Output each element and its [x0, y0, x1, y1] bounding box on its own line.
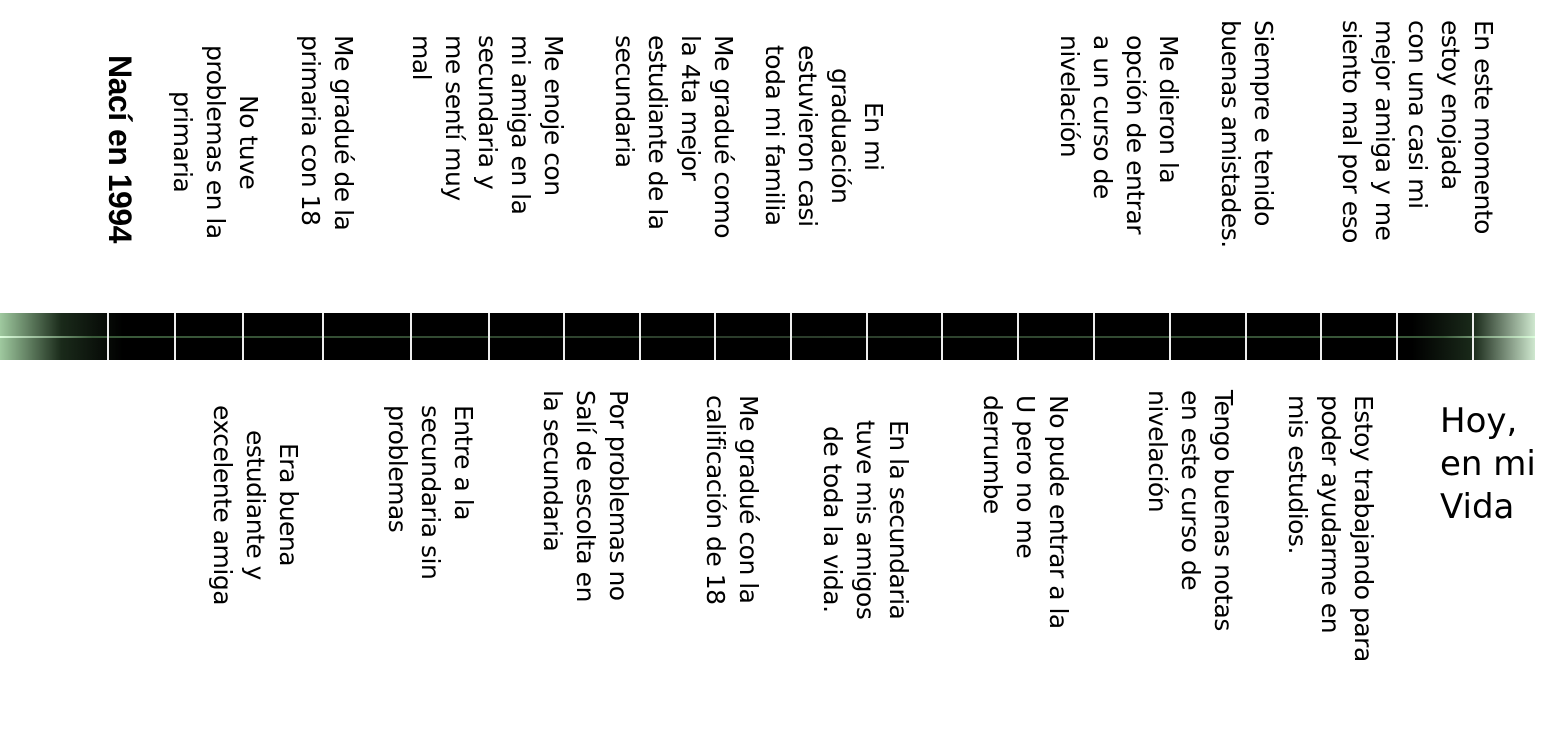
timeline-line	[0, 336, 1535, 338]
timeline-divider	[488, 313, 490, 360]
timeline-divider	[1245, 313, 1247, 360]
event-text: Entre a la secundaria sin problemas	[383, 405, 478, 580]
event-text: En este momento estoy enojada con una ca…	[1337, 20, 1498, 243]
timeline-divider	[1093, 313, 1095, 360]
timeline-divider	[1396, 313, 1398, 360]
timeline-divider	[242, 313, 244, 360]
birth-text: Nací en 1994	[102, 55, 138, 243]
timeline-bar	[0, 313, 1535, 360]
event-text: Me gradué con la calificación de 18	[701, 395, 763, 605]
event-text: Estoy trabajando para poder ayudarme en …	[1283, 395, 1378, 662]
timeline-divider	[866, 313, 868, 360]
event-text: En mi graduación estuvieron casi toda mi…	[760, 45, 888, 227]
event-text: Me enoje con mi amiga en la secundaria y…	[407, 35, 568, 215]
event-text: Era buena estudiante y excelente amiga	[208, 405, 303, 606]
timeline-divider	[790, 313, 792, 360]
timeline-divider	[1169, 313, 1171, 360]
timeline-divider	[941, 313, 943, 360]
timeline-divider	[322, 313, 324, 360]
timeline-divider	[174, 313, 176, 360]
event-text: Siempre e tenido buenas amistades.	[1216, 20, 1278, 248]
timeline-divider	[639, 313, 641, 360]
event-text: Me dieron la opción de entrar a un curso…	[1055, 35, 1183, 235]
event-text: No tuve problemas en la primaria	[168, 45, 263, 239]
event-text: Me gradué como la 4ta mejor estudiante d…	[610, 35, 738, 239]
timeline-divider	[1472, 313, 1474, 360]
timeline-divider	[714, 313, 716, 360]
present-text: Hoy, en mi Vida	[1440, 401, 1536, 527]
timeline-divider	[410, 313, 412, 360]
event-text: Me gradué de la primaria con 18	[296, 35, 358, 231]
event-text: Por problemas no Salí de escolta en la s…	[538, 390, 633, 602]
timeline-divider	[107, 313, 109, 360]
event-text: En la secundaria tuve mis amigos de toda…	[818, 420, 913, 620]
timeline-divider	[1320, 313, 1322, 360]
event-text: No pude entrar a la U pero no me derrumb…	[978, 395, 1073, 629]
timeline-divider	[563, 313, 565, 360]
event-text: Tengo buenas notas en este curso de nive…	[1143, 390, 1238, 631]
timeline-divider	[1017, 313, 1019, 360]
